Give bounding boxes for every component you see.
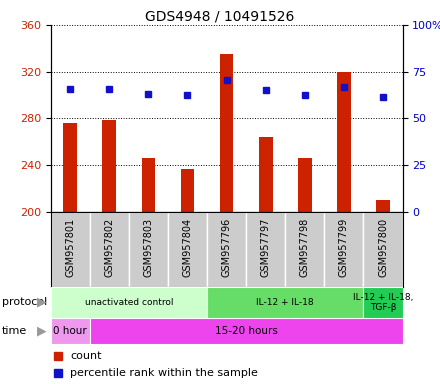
Bar — [259, 137, 272, 212]
Text: 15-20 hours: 15-20 hours — [215, 326, 278, 336]
Bar — [129, 212, 168, 287]
Bar — [207, 212, 246, 287]
Bar — [324, 212, 363, 287]
Bar — [207, 287, 363, 318]
Bar — [363, 212, 403, 287]
Bar — [142, 158, 155, 212]
Bar — [285, 212, 324, 287]
Text: percentile rank within the sample: percentile rank within the sample — [70, 368, 258, 378]
Bar — [337, 72, 351, 212]
Text: protocol: protocol — [2, 297, 48, 307]
Text: GSM957796: GSM957796 — [222, 218, 231, 277]
Text: GSM957802: GSM957802 — [104, 218, 114, 277]
Bar — [220, 54, 234, 212]
Text: IL-12 + IL-18: IL-12 + IL-18 — [257, 298, 314, 307]
Text: GSM957797: GSM957797 — [261, 218, 271, 277]
Bar — [246, 212, 285, 287]
Bar — [103, 120, 116, 212]
Bar — [298, 158, 312, 212]
Text: GDS4948 / 10491526: GDS4948 / 10491526 — [145, 10, 295, 23]
Text: GSM957798: GSM957798 — [300, 218, 310, 277]
Text: time: time — [2, 326, 27, 336]
Text: GSM957803: GSM957803 — [143, 218, 154, 277]
Text: 0 hour: 0 hour — [53, 326, 87, 336]
Bar — [51, 287, 207, 318]
Text: ▶: ▶ — [37, 296, 46, 309]
Text: GSM957800: GSM957800 — [378, 218, 388, 277]
Bar — [63, 123, 77, 212]
Bar — [51, 318, 90, 344]
Text: GSM957799: GSM957799 — [339, 218, 349, 277]
Text: ▶: ▶ — [37, 324, 46, 337]
Text: IL-12 + IL-18,
TGF-β: IL-12 + IL-18, TGF-β — [353, 293, 413, 312]
Text: unactivated control: unactivated control — [84, 298, 173, 307]
Text: count: count — [70, 351, 102, 361]
Bar — [181, 169, 194, 212]
Text: GSM957801: GSM957801 — [65, 218, 75, 277]
Bar — [376, 200, 390, 212]
Bar — [90, 318, 403, 344]
Bar — [51, 212, 90, 287]
Text: GSM957804: GSM957804 — [183, 218, 192, 277]
Bar — [168, 212, 207, 287]
Bar — [90, 212, 129, 287]
Bar — [363, 287, 403, 318]
